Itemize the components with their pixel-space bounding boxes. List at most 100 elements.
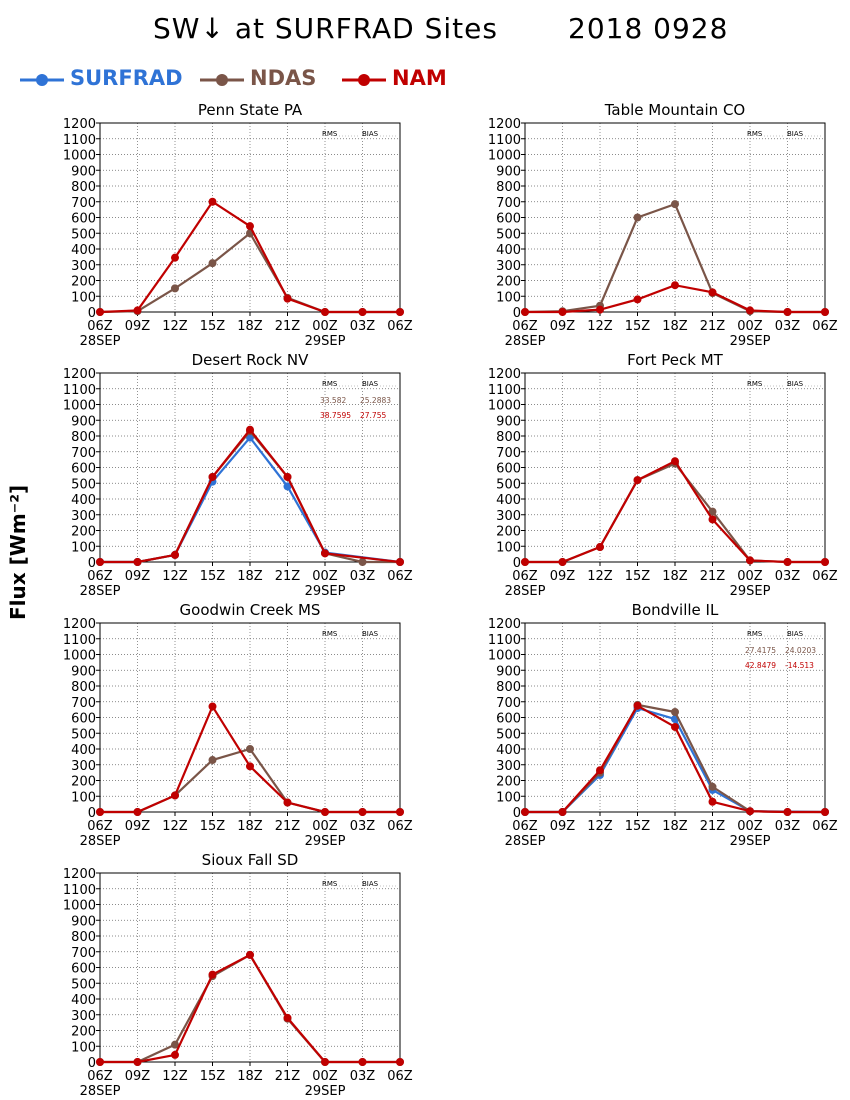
- data-point-ndas: [633, 213, 642, 222]
- y-tick-label: 700: [496, 196, 521, 211]
- stats-header-bias: BIAS: [362, 380, 379, 388]
- y-tick-label: 700: [496, 446, 521, 461]
- data-point-nam: [170, 253, 179, 262]
- data-point-nam: [283, 472, 292, 481]
- x-tick-label: 06Z: [812, 569, 838, 584]
- x-tick-label: 18Z: [662, 819, 688, 834]
- series-nam: [96, 197, 404, 316]
- x-tick-label: 09Z: [125, 819, 151, 834]
- data-point-nam: [521, 558, 530, 567]
- y-tick-label: 600: [496, 212, 521, 227]
- x-tick-label: 18Z: [237, 569, 263, 584]
- y-tick-label: 1200: [63, 867, 96, 882]
- y-tick-label: 100: [71, 290, 96, 305]
- series-nam: [96, 702, 404, 817]
- series-nam: [521, 701, 830, 817]
- x-tick-label: 06Z: [87, 569, 113, 584]
- series-line-nam: [100, 427, 401, 564]
- x-date-label: 28SEP: [80, 584, 121, 599]
- stats-header-rms: RMS: [747, 380, 763, 388]
- y-tick-label: 600: [496, 712, 521, 727]
- y-tick-label: 0: [88, 1056, 96, 1071]
- y-tick-label: 900: [71, 664, 96, 679]
- x-date-label: 29SEP: [730, 584, 771, 599]
- panel-goodwin-creek-ms: Goodwin Creek MS 010020030040050060070080…: [63, 601, 413, 849]
- x-tick-label: 18Z: [662, 319, 688, 334]
- y-tick-label: 0: [513, 556, 521, 571]
- y-tick-label: 900: [496, 664, 521, 679]
- y-tick-label: 200: [496, 525, 521, 540]
- x-tick-label: 06Z: [387, 319, 413, 334]
- x-date-label: 29SEP: [730, 334, 771, 349]
- x-tick-label: 06Z: [387, 1069, 413, 1084]
- y-tick-label: 100: [71, 790, 96, 805]
- x-tick-label: 15Z: [200, 569, 226, 584]
- y-tick-label: 1100: [63, 383, 96, 398]
- x-tick-label: 06Z: [812, 319, 838, 334]
- stats-rms-ndas: 27.4175: [745, 646, 776, 655]
- x-tick-label: 03Z: [350, 569, 376, 584]
- y-tick-label: 1200: [63, 367, 96, 382]
- y-tick-label: 200: [496, 275, 521, 290]
- y-tick-label: 400: [71, 243, 96, 258]
- panel-table-mountain-co: Table Mountain CO 01002003004005006007008…: [488, 101, 838, 349]
- x-tick-label: 12Z: [162, 569, 188, 584]
- x-tick-label: 06Z: [387, 569, 413, 584]
- y-tick-label: 1000: [63, 399, 96, 414]
- series-nam: [521, 457, 830, 567]
- x-tick-label: 18Z: [237, 319, 263, 334]
- y-tick-label: 400: [496, 743, 521, 758]
- data-point-ndas: [708, 782, 717, 791]
- x-tick-label: 09Z: [550, 319, 576, 334]
- data-point-nam: [96, 1058, 105, 1067]
- x-tick-label: 06Z: [512, 819, 538, 834]
- x-tick-label: 06Z: [87, 319, 113, 334]
- data-point-nam: [395, 558, 404, 567]
- data-point-nam: [395, 307, 404, 316]
- series-surfrad: [521, 704, 830, 817]
- y-tick-label: 200: [71, 525, 96, 540]
- data-point-nam: [208, 197, 217, 206]
- data-point-nam: [671, 722, 680, 731]
- x-tick-label: 06Z: [512, 319, 538, 334]
- data-point-nam: [521, 307, 530, 316]
- data-point-nam: [133, 808, 142, 817]
- y-tick-label: 500: [71, 977, 96, 992]
- y-tick-label: 900: [71, 414, 96, 429]
- stats-header-rms: RMS: [322, 380, 338, 388]
- x-tick-label: 09Z: [125, 1069, 151, 1084]
- stats-header-rms: RMS: [747, 130, 763, 138]
- y-tick-label: 400: [496, 243, 521, 258]
- stats-rms-nam: 42.8479: [745, 661, 776, 670]
- y-tick-label: 500: [496, 727, 521, 742]
- stats-rms-nam: 38.7595: [320, 411, 351, 420]
- y-tick-label: 500: [71, 477, 96, 492]
- series-line-nam: [99, 200, 400, 314]
- data-point-ndas: [358, 558, 367, 567]
- x-tick-label: 15Z: [625, 819, 651, 834]
- data-point-nam: [170, 1050, 179, 1059]
- x-date-label: 28SEP: [80, 334, 121, 349]
- data-point-nam: [245, 222, 254, 231]
- y-tick-label: 300: [496, 509, 521, 524]
- y-tick-label: 900: [496, 414, 521, 429]
- y-tick-label: 700: [71, 696, 96, 711]
- y-tick-label: 1200: [488, 617, 521, 632]
- y-tick-label: 900: [496, 164, 521, 179]
- stats-header-rms: RMS: [322, 880, 338, 888]
- x-tick-label: 06Z: [387, 819, 413, 834]
- x-date-label: 28SEP: [505, 334, 546, 349]
- panel-fort-peck-mt: Fort Peck MT 0100200300400500600700800900…: [488, 351, 838, 599]
- y-tick-label: 700: [496, 696, 521, 711]
- data-point-nam: [596, 766, 605, 775]
- x-date-label: 29SEP: [305, 584, 346, 599]
- stats-bias-nam: -14.513: [785, 661, 814, 670]
- data-point-ndas: [208, 756, 217, 765]
- data-point-nam: [320, 808, 329, 817]
- data-point-nam: [133, 1058, 142, 1067]
- x-tick-label: 03Z: [775, 319, 801, 334]
- stats-bias-ndas: 25.2883: [360, 396, 391, 405]
- stats-header-bias: BIAS: [362, 630, 379, 638]
- title-date: 2018 0928: [568, 12, 729, 45]
- data-point-nam: [821, 808, 830, 817]
